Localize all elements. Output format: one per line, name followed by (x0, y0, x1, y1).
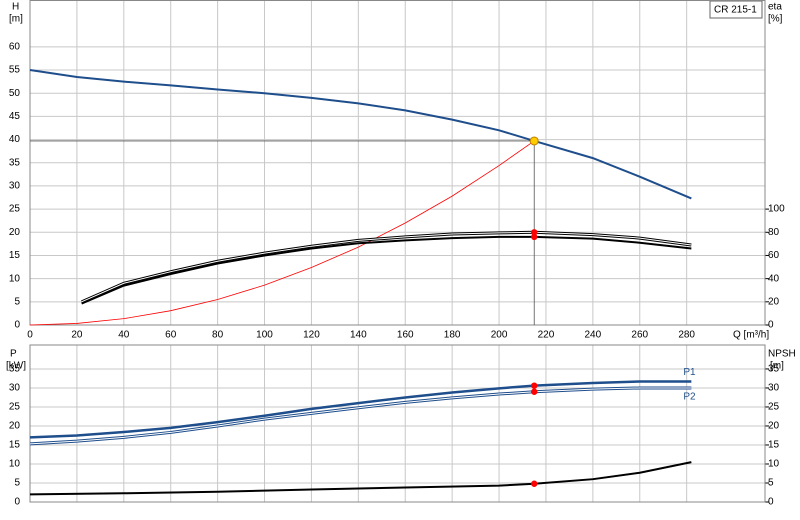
x-tick-label: 60 (165, 330, 177, 341)
y-tick-label: 5 (14, 296, 20, 307)
x-tick-label: 180 (444, 330, 461, 341)
y-tick-label: 5 (14, 478, 20, 489)
plot-frame (29, 344, 766, 503)
curve-inner (29, 387, 692, 445)
y2-tick-label: 60 (768, 250, 780, 261)
operating-point (529, 136, 539, 146)
x-tick-label: 20 (71, 330, 83, 341)
x-tick-label: 280 (678, 330, 695, 341)
y2-tick-label: 15 (768, 440, 780, 451)
y-tick-label: 25 (9, 204, 21, 215)
y-tick-label: 0 (14, 320, 20, 331)
y2-tick-label: 40 (768, 273, 780, 284)
h-axis-label: H (12, 2, 19, 13)
y-tick-label: 25 (9, 402, 21, 413)
p-axis-label: P (10, 349, 17, 360)
x-tick-label: 220 (538, 330, 555, 341)
y-tick-label: 30 (9, 383, 21, 394)
curve (29, 380, 692, 439)
x-tick-label: 260 (631, 330, 648, 341)
x-tick-label: 200 (491, 330, 508, 341)
y2-tick-label: 0 (768, 497, 774, 508)
y2-tick-label: 5 (768, 478, 774, 489)
y-tick-label: 40 (9, 134, 21, 145)
x-tick-label: 40 (118, 330, 130, 341)
duty-dot (531, 382, 538, 389)
series-label: P2 (683, 392, 696, 403)
duty-dot (531, 388, 538, 395)
x-tick-label: 140 (350, 330, 367, 341)
duty-dot (531, 229, 538, 236)
npsh-axis-unit: [m] (770, 361, 784, 372)
y2-tick-label: 100 (768, 204, 785, 215)
curve (29, 69, 692, 200)
y2-tick-label: 80 (768, 227, 780, 238)
eta-axis-unit: [%] (768, 14, 783, 25)
x-axis-label: Q [m³/h] (733, 330, 769, 341)
y2-tick-label: 20 (768, 296, 780, 307)
eta-axis-label: eta (768, 2, 782, 13)
y2-tick-label: 10 (768, 459, 780, 470)
y2-tick-label: 25 (768, 402, 780, 413)
y-tick-label: 35 (9, 157, 21, 168)
model-label: CR 215-1 (714, 5, 757, 16)
npsh-axis-label: NPSH (768, 349, 796, 360)
duty-dot (531, 233, 538, 241)
y-tick-label: 15 (9, 250, 21, 261)
x-tick-label: 0 (27, 330, 33, 341)
plot-frame (29, 0, 766, 326)
y-tick-label: 15 (9, 440, 21, 451)
y-tick-label: 50 (9, 88, 21, 99)
curve (29, 461, 692, 496)
y-tick-label: 60 (9, 41, 21, 52)
y-tick-label: 10 (9, 273, 21, 284)
y-tick-label: 55 (9, 65, 21, 76)
y2-tick-label: 0 (768, 320, 774, 331)
series-label: P1 (683, 367, 696, 378)
x-tick-label: 120 (303, 330, 320, 341)
x-tick-label: 160 (397, 330, 414, 341)
y2-tick-label: 30 (768, 383, 780, 394)
y-tick-label: 20 (9, 227, 21, 238)
y-tick-label: 30 (9, 181, 21, 192)
y2-tick-label: 20 (768, 421, 780, 432)
duty-dot (531, 480, 538, 487)
y-tick-label: 20 (9, 421, 21, 432)
x-tick-label: 100 (256, 330, 273, 341)
y-tick-label: 10 (9, 459, 21, 470)
y-tick-label: 45 (9, 111, 21, 122)
y2-tick-label: 35 (768, 364, 780, 375)
curve (29, 140, 535, 326)
x-tick-label: 80 (212, 330, 224, 341)
curve (81, 235, 692, 305)
p-axis-unit: [kW] (6, 361, 26, 372)
y-tick-label: 35 (9, 364, 21, 375)
y-tick-label: 0 (14, 497, 20, 508)
x-tick-label: 240 (585, 330, 602, 341)
h-axis-unit: [m] (9, 14, 23, 25)
curve-inner (81, 231, 692, 303)
